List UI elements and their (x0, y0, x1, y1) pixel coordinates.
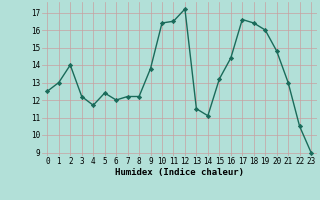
X-axis label: Humidex (Indice chaleur): Humidex (Indice chaleur) (115, 168, 244, 177)
